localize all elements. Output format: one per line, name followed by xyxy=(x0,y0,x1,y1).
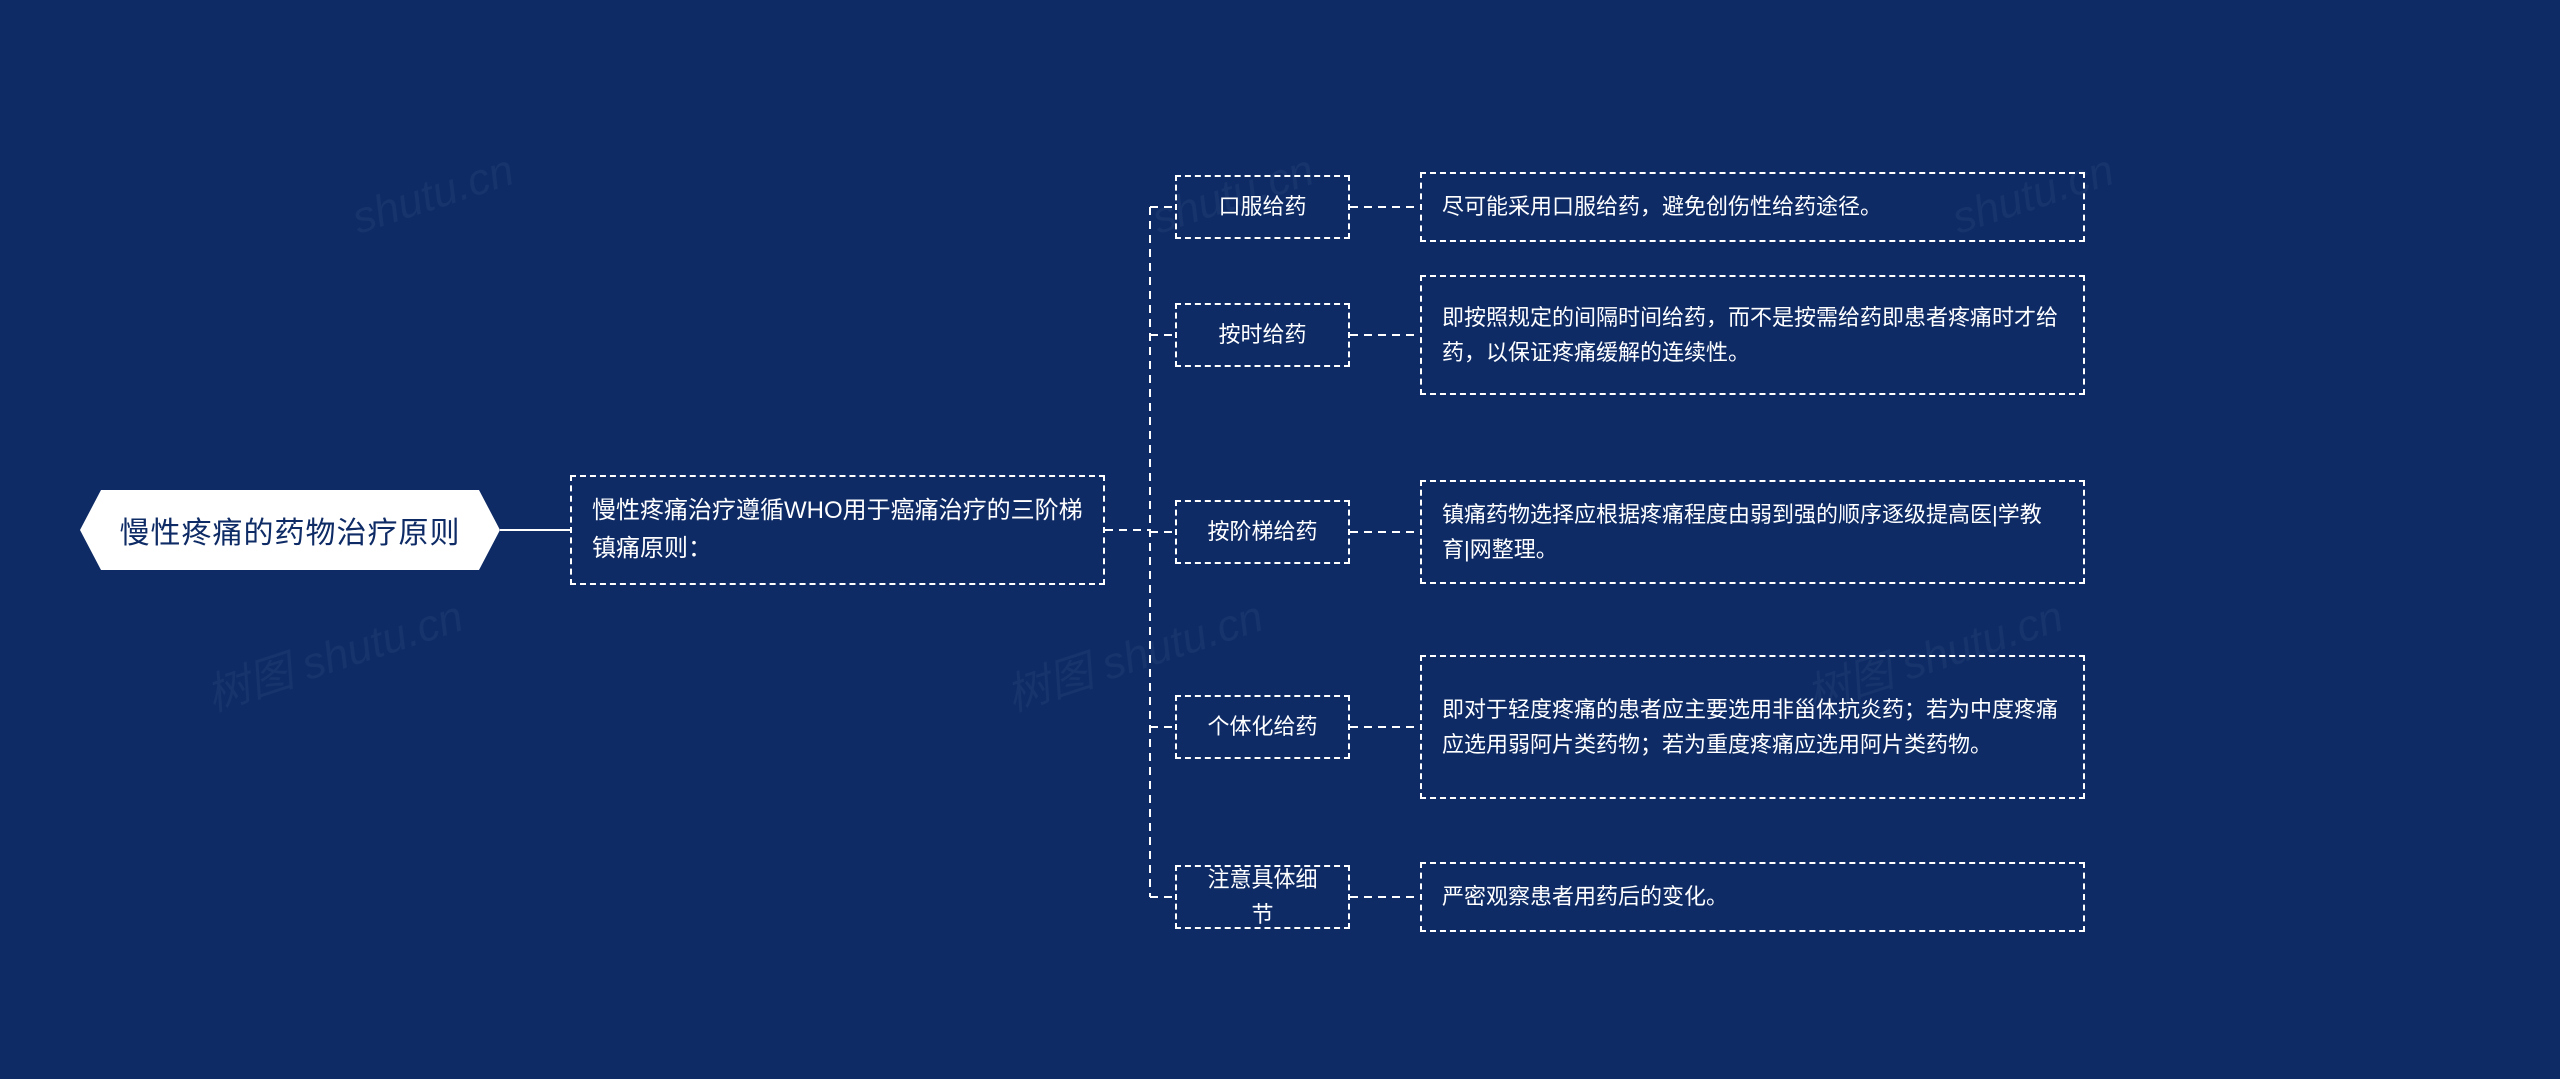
branch-desc-label: 即对于轻度疼痛的患者应主要选用非甾体抗炎药；若为中度疼痛应选用弱阿片类药物；若为… xyxy=(1442,692,2063,762)
branch-title-label: 按阶梯给药 xyxy=(1207,514,1317,549)
branch-title: 个体化给药 xyxy=(1175,695,1350,759)
mindmap-container: 慢性疼痛的药物治疗原则 慢性疼痛治疗遵循WHO用于癌痛治疗的三阶梯镇痛原则： 口… xyxy=(0,0,2560,1079)
branch-title: 注意具体细节 xyxy=(1175,865,1350,929)
branch-title-label: 口服给药 xyxy=(1218,189,1306,224)
branch-title-label: 个体化给药 xyxy=(1207,709,1317,744)
root-label: 慢性疼痛的药物治疗原则 xyxy=(120,508,461,552)
branch-title: 按阶梯给药 xyxy=(1175,500,1350,564)
branch-desc: 镇痛药物选择应根据疼痛程度由弱到强的顺序逐级提高医|学教育|网整理。 xyxy=(1420,480,2085,584)
branch-title-label: 注意具体细节 xyxy=(1197,862,1328,932)
branch-desc: 即对于轻度疼痛的患者应主要选用非甾体抗炎药；若为中度疼痛应选用弱阿片类药物；若为… xyxy=(1420,655,2085,799)
branch-desc: 尽可能采用口服给药，避免创伤性给药途径。 xyxy=(1420,172,2085,242)
level1-node: 慢性疼痛治疗遵循WHO用于癌痛治疗的三阶梯镇痛原则： xyxy=(570,475,1105,585)
branch-desc-label: 镇痛药物选择应根据疼痛程度由弱到强的顺序逐级提高医|学教育|网整理。 xyxy=(1442,497,2063,567)
branch-desc-label: 即按照规定的间隔时间给药，而不是按需给药即患者疼痛时才给药，以保证疼痛缓解的连续… xyxy=(1442,300,2063,370)
branch-title-label: 按时给药 xyxy=(1218,317,1306,352)
branch-title: 按时给药 xyxy=(1175,303,1350,367)
level1-label: 慢性疼痛治疗遵循WHO用于癌痛治疗的三阶梯镇痛原则： xyxy=(592,492,1083,569)
branch-desc-label: 尽可能采用口服给药，避免创伤性给药途径。 xyxy=(1442,189,1882,224)
root-node: 慢性疼痛的药物治疗原则 xyxy=(80,490,500,570)
branch-title: 口服给药 xyxy=(1175,175,1350,239)
branch-desc: 即按照规定的间隔时间给药，而不是按需给药即患者疼痛时才给药，以保证疼痛缓解的连续… xyxy=(1420,275,2085,395)
branch-desc: 严密观察患者用药后的变化。 xyxy=(1420,862,2085,932)
branch-desc-label: 严密观察患者用药后的变化。 xyxy=(1442,879,1728,914)
